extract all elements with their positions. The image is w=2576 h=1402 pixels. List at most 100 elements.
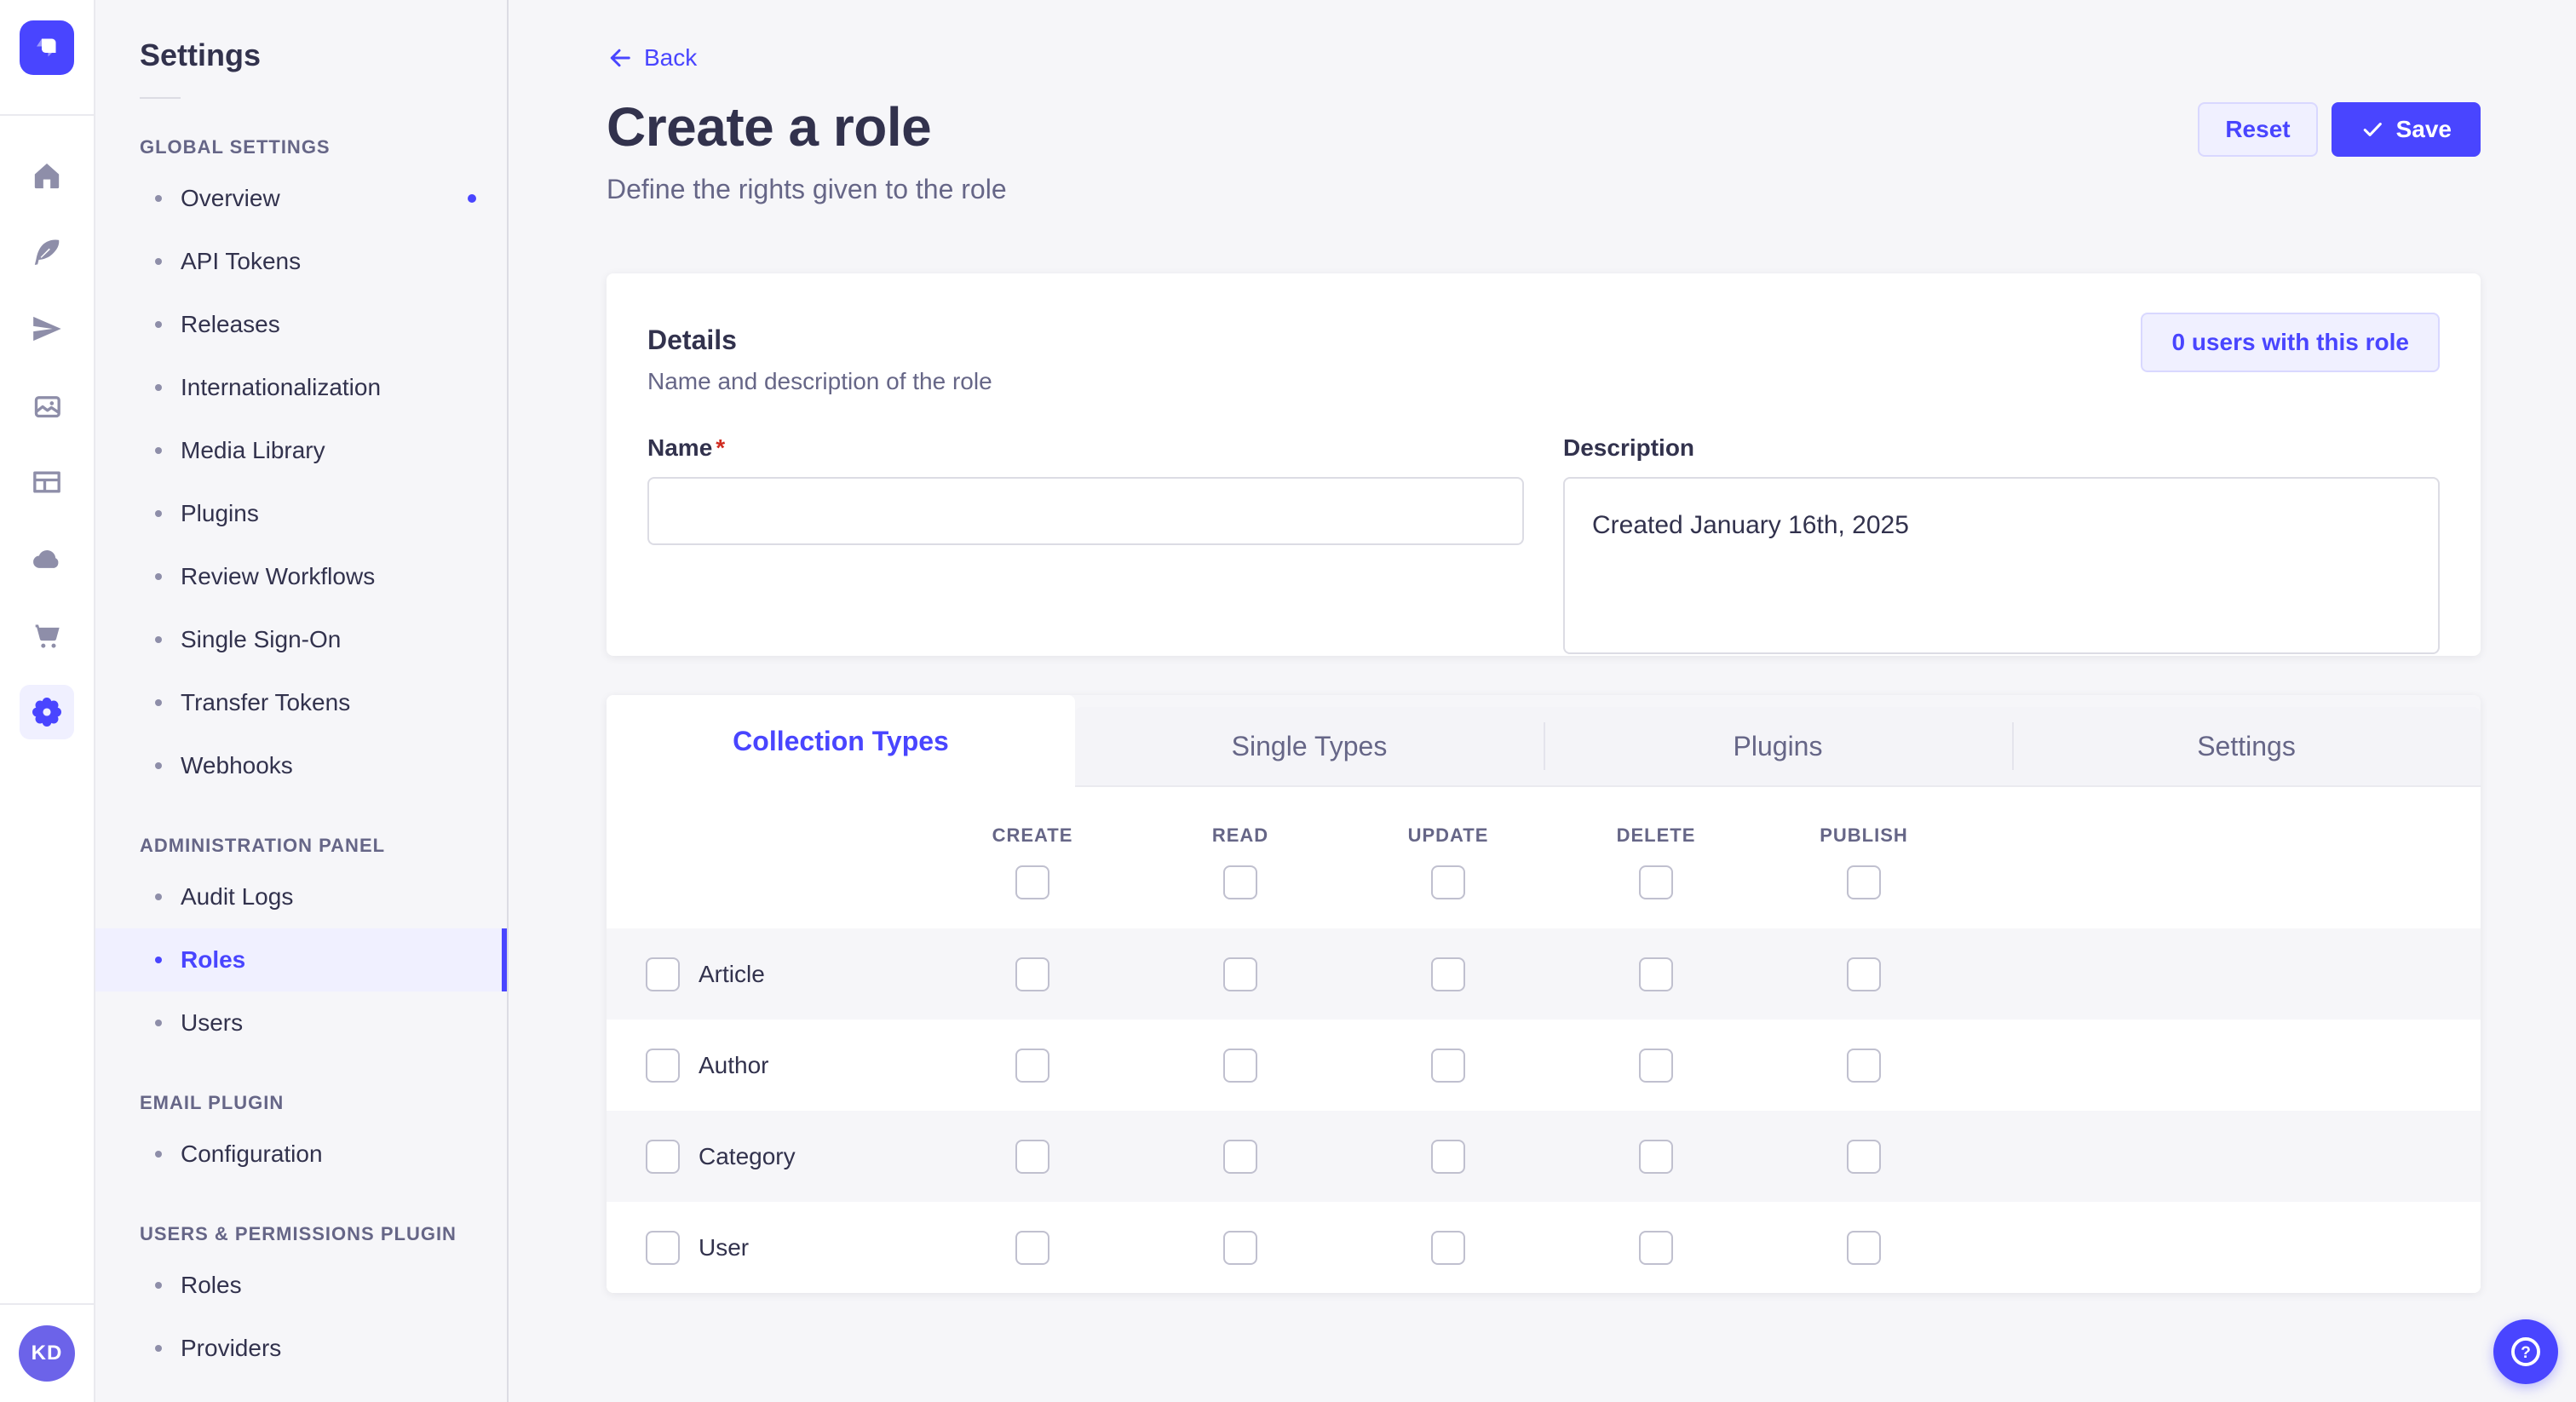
tab-label: Single Types <box>1231 730 1388 761</box>
bullet-icon <box>155 1151 162 1158</box>
strapi-logo-icon <box>37 38 56 57</box>
subnav-item-label: Providers <box>181 1335 282 1361</box>
main-content: Back Create a role Define the rights giv… <box>509 0 2576 1402</box>
category-delete-checkbox[interactable] <box>1639 1139 1673 1174</box>
column-header-read: READ <box>1211 825 1269 846</box>
section-label: EMAIL PLUGIN <box>140 1092 285 1113</box>
author-create-checkbox[interactable] <box>1015 1048 1049 1083</box>
tab-settings[interactable]: Settings <box>2012 707 2481 787</box>
row-select-category-checkbox[interactable] <box>646 1139 680 1174</box>
rail-nav <box>20 148 74 761</box>
gear-icon[interactable] <box>20 685 74 739</box>
details-header: Details Name and description of the role… <box>647 313 2440 395</box>
subnav-item-webhooks[interactable]: Webhooks <box>95 734 507 797</box>
subnav-item-single-sign-on[interactable]: Single Sign-On <box>95 608 507 671</box>
subnav-item-api-tokens[interactable]: API Tokens <box>95 230 507 293</box>
subnav-item-roles-up[interactable]: Roles <box>95 1254 507 1317</box>
category-publish-checkbox[interactable] <box>1847 1139 1881 1174</box>
subnav-item-releases[interactable]: Releases <box>95 293 507 356</box>
tab-single-types[interactable]: Single Types <box>1075 707 1544 787</box>
category-read-checkbox[interactable] <box>1223 1139 1257 1174</box>
description-textarea[interactable]: Created January 16th, 2025 <box>1563 477 2440 654</box>
header-actions: Reset Save <box>2198 102 2481 157</box>
subnav-item-label: Review Workflows <box>181 563 376 589</box>
subnav-item-label: Single Sign-On <box>181 626 342 652</box>
bullet-icon <box>155 636 162 643</box>
table-row-author: Author <box>607 1020 2481 1111</box>
bullet-icon <box>155 258 162 265</box>
feather-icon[interactable] <box>20 225 74 279</box>
subnav-item-roles-admin[interactable]: Roles <box>95 928 507 991</box>
select-all-create-checkbox[interactable] <box>1015 865 1049 899</box>
media-library-icon[interactable] <box>20 378 74 433</box>
subnav-item-plugins[interactable]: Plugins <box>95 482 507 545</box>
user-update-checkbox[interactable] <box>1431 1230 1465 1265</box>
article-update-checkbox[interactable] <box>1431 957 1465 991</box>
user-read-checkbox[interactable] <box>1223 1230 1257 1265</box>
author-read-checkbox[interactable] <box>1223 1048 1257 1083</box>
select-all-delete-checkbox[interactable] <box>1639 865 1673 899</box>
subnav-item-transfer-tokens[interactable]: Transfer Tokens <box>95 671 507 734</box>
row-select-author-checkbox[interactable] <box>646 1048 680 1083</box>
subnav-divider <box>140 97 181 99</box>
reset-button[interactable]: Reset <box>2198 102 2318 157</box>
user-create-checkbox[interactable] <box>1015 1230 1049 1265</box>
save-button-label: Save <box>2395 116 2452 142</box>
save-button[interactable]: Save <box>2331 102 2481 157</box>
back-label: Back <box>644 44 698 71</box>
subnav-item-label: Roles <box>181 1272 242 1298</box>
layout-icon[interactable] <box>20 455 74 509</box>
article-delete-checkbox[interactable] <box>1639 957 1673 991</box>
back-link[interactable]: Back <box>607 44 697 72</box>
article-publish-checkbox[interactable] <box>1847 957 1881 991</box>
subnav-item-providers[interactable]: Providers <box>95 1317 507 1380</box>
tab-collection-types[interactable]: Collection Types <box>607 695 1075 787</box>
author-update-checkbox[interactable] <box>1431 1048 1465 1083</box>
author-publish-checkbox[interactable] <box>1847 1048 1881 1083</box>
paper-plane-icon[interactable] <box>20 302 74 356</box>
cloud-icon[interactable] <box>20 531 74 586</box>
select-all-row <box>607 865 2481 928</box>
bullet-icon <box>155 957 162 963</box>
select-all-publish-checkbox[interactable] <box>1847 865 1881 899</box>
home-icon[interactable] <box>20 148 74 203</box>
cart-icon[interactable] <box>20 608 74 663</box>
help-button[interactable]: ? <box>2493 1319 2558 1384</box>
subnav-item-review-workflows[interactable]: Review Workflows <box>95 545 507 608</box>
category-create-checkbox[interactable] <box>1015 1139 1049 1174</box>
user-publish-checkbox[interactable] <box>1847 1230 1881 1265</box>
check-icon <box>2363 123 2382 136</box>
page-header: Create a role Define the rights given to… <box>607 95 2481 205</box>
table-row-category: Category <box>607 1111 2481 1202</box>
article-read-checkbox[interactable] <box>1223 957 1257 991</box>
section-label: USERS & PERMISSIONS PLUGIN <box>140 1223 457 1244</box>
author-delete-checkbox[interactable] <box>1639 1048 1673 1083</box>
bullet-icon <box>155 1282 162 1289</box>
column-header-publish: PUBLISH <box>1820 825 1908 846</box>
subnav-item-configuration[interactable]: Configuration <box>95 1123 507 1186</box>
users-with-role-button[interactable]: 0 users with this role <box>2141 313 2440 372</box>
subnav-item-overview[interactable]: Overview <box>95 167 507 230</box>
row-select-user-checkbox[interactable] <box>646 1230 680 1265</box>
avatar[interactable]: KD <box>19 1325 75 1382</box>
subnav-item-media-library[interactable]: Media Library <box>95 419 507 482</box>
page-subtitle: Define the rights given to the role <box>607 174 1007 204</box>
select-all-update-checkbox[interactable] <box>1431 865 1465 899</box>
category-update-checkbox[interactable] <box>1431 1139 1465 1174</box>
select-all-read-checkbox[interactable] <box>1223 865 1257 899</box>
user-delete-checkbox[interactable] <box>1639 1230 1673 1265</box>
subnav-item-internationalization[interactable]: Internationalization <box>95 356 507 419</box>
name-field-group: Name * <box>647 434 1524 658</box>
strapi-logo[interactable] <box>20 20 74 75</box>
name-input[interactable] <box>647 477 1524 545</box>
subnav-item-audit-logs[interactable]: Audit Logs <box>95 865 507 928</box>
tab-plugins[interactable]: Plugins <box>1544 707 2012 787</box>
article-create-checkbox[interactable] <box>1015 957 1049 991</box>
description-label: Description <box>1563 434 1695 461</box>
subnav-item-label: Transfer Tokens <box>181 689 351 715</box>
row-select-article-checkbox[interactable] <box>646 957 680 991</box>
row-label: Article <box>699 960 765 987</box>
section-administration-panel: ADMINISTRATION PANEL Audit Logs Roles Us… <box>95 835 507 1054</box>
section-label: GLOBAL SETTINGS <box>140 136 331 158</box>
subnav-item-users[interactable]: Users <box>95 991 507 1054</box>
